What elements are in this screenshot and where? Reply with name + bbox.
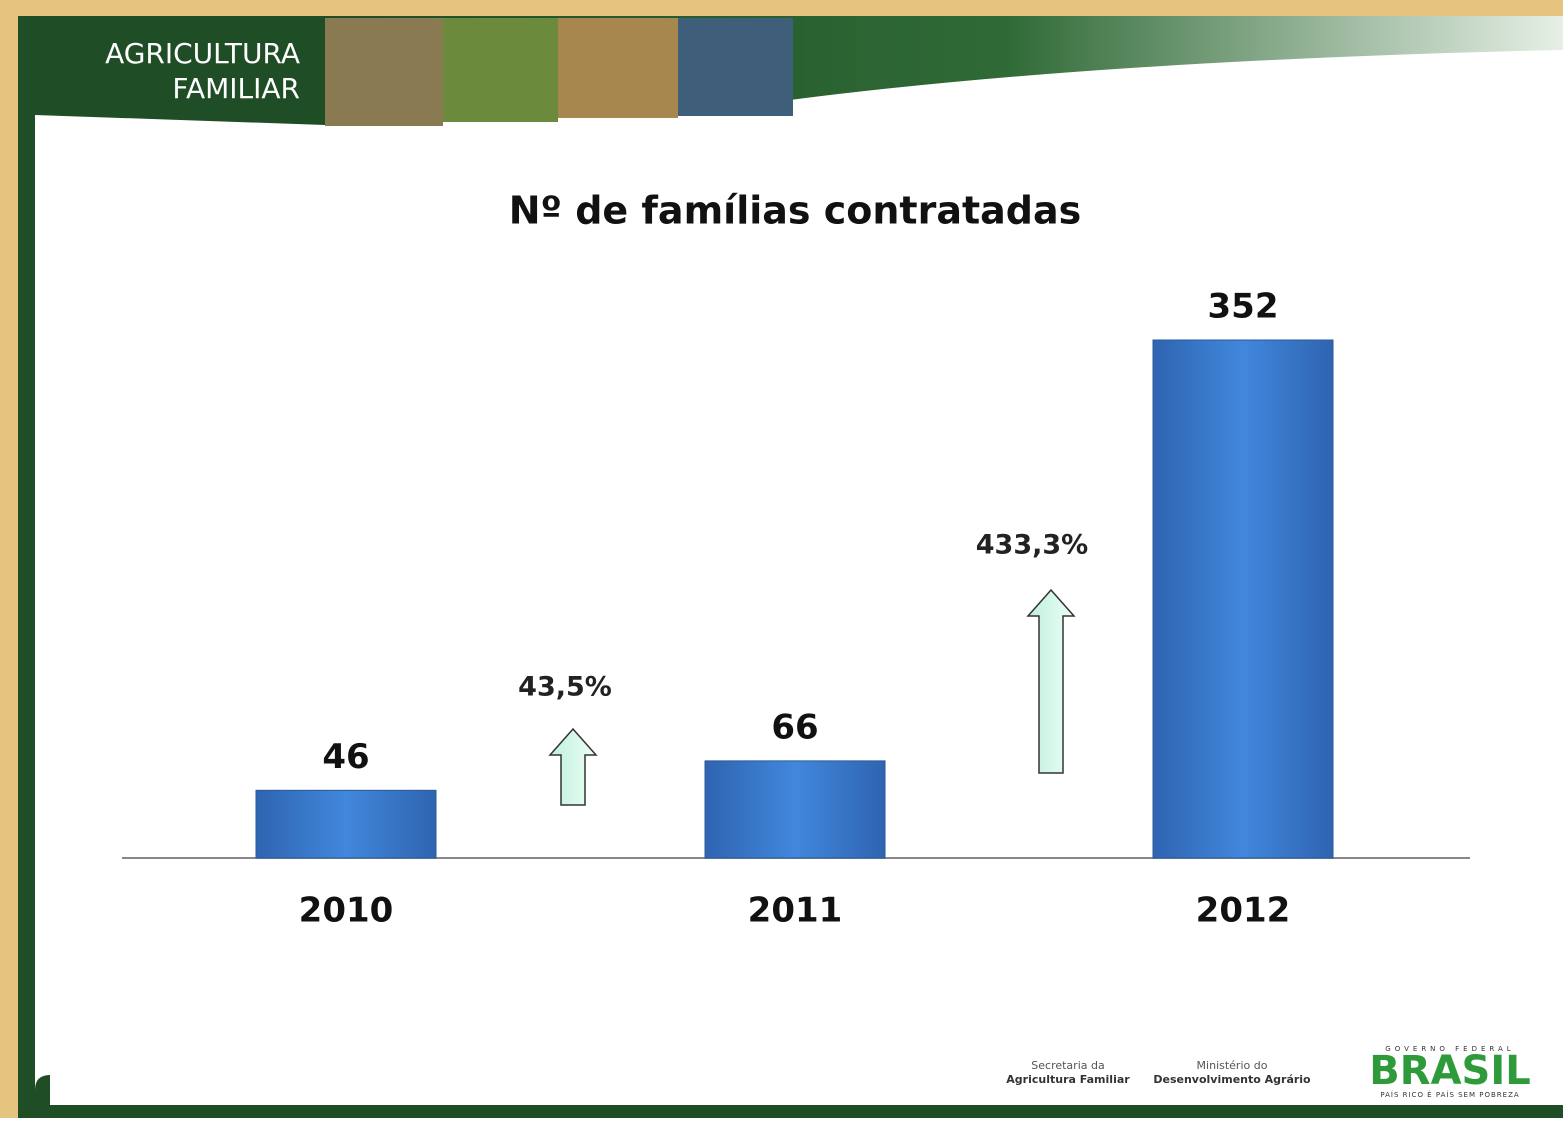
x-tick-label: 2012 [1196, 891, 1291, 931]
value-label: 46 [322, 737, 369, 777]
footer-text: Agricultura Familiar [1006, 1073, 1130, 1086]
header-title: FAMILIAR [172, 72, 300, 105]
x-tick-label: 2011 [748, 891, 843, 931]
annotation: 43,5% [518, 672, 612, 703]
footer-text: Ministério do [1197, 1059, 1268, 1072]
x-tick-label: 2010 [299, 891, 394, 931]
value-label: 352 [1208, 287, 1279, 327]
photo [558, 18, 678, 118]
photo [325, 18, 443, 126]
annotation: 433,3% [976, 530, 1088, 561]
footer-text: Secretaria da [1031, 1059, 1104, 1072]
bar [1152, 339, 1334, 859]
footer-text: PAÍS RICO É PAÍS SEM POBREZA [1380, 1090, 1519, 1099]
footer-text: GOVERNO FEDERAL [1385, 1045, 1514, 1053]
bar [255, 789, 437, 859]
value-label: 66 [771, 707, 818, 747]
growth-arrow [1026, 588, 1076, 774]
photo [678, 18, 793, 116]
growth-arrow [548, 727, 598, 806]
footer-text: Desenvolvimento Agrário [1153, 1073, 1311, 1086]
bar [704, 760, 886, 859]
chart-title: Nº de famílias contratadas [509, 189, 1082, 233]
photo [443, 18, 558, 122]
brasil-logo: BRASIL [1369, 1048, 1530, 1094]
header-title: AGRICULTURA [105, 37, 300, 70]
